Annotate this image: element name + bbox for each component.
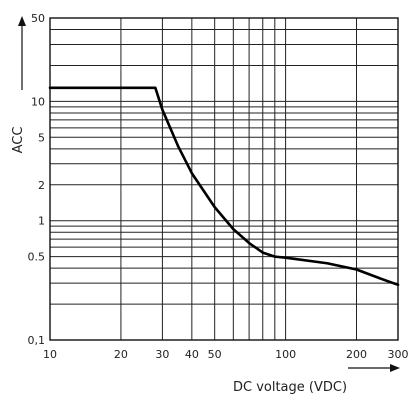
x-tick-label: 20 — [114, 348, 128, 361]
x-tick-labels: 10 20 30 40 50 100 200 300 — [43, 348, 409, 361]
x-tick-label: 300 — [388, 348, 409, 361]
x-tick-label: 50 — [208, 348, 222, 361]
series-layer — [48, 86, 400, 287]
y-tick-label: 0,1 — [28, 334, 46, 347]
y-tick-label: 0.5 — [28, 251, 46, 264]
x-tick-label: 200 — [346, 348, 367, 361]
y-axis-label: ACC — [11, 127, 26, 154]
x-tick-label: 40 — [185, 348, 199, 361]
x-axis-arrow — [348, 364, 400, 372]
y-axis-arrow — [18, 16, 26, 90]
chart-grid — [50, 18, 398, 340]
y-tick-labels: 0,1 0.5 1 2 5 10 50 — [28, 12, 46, 347]
x-axis-label: DC voltage (VDC) — [233, 380, 347, 395]
y-tick-label: 5 — [38, 131, 45, 144]
series-line — [48, 86, 400, 287]
x-tick-label: 100 — [275, 348, 296, 361]
y-tick-label: 2 — [38, 179, 45, 192]
y-tick-label: 50 — [31, 12, 45, 25]
x-tick-label: 10 — [43, 348, 57, 361]
plot-frame — [49, 17, 399, 341]
y-tick-label: 10 — [31, 95, 45, 108]
x-tick-label: 30 — [155, 348, 169, 361]
y-tick-label: 1 — [38, 215, 45, 228]
